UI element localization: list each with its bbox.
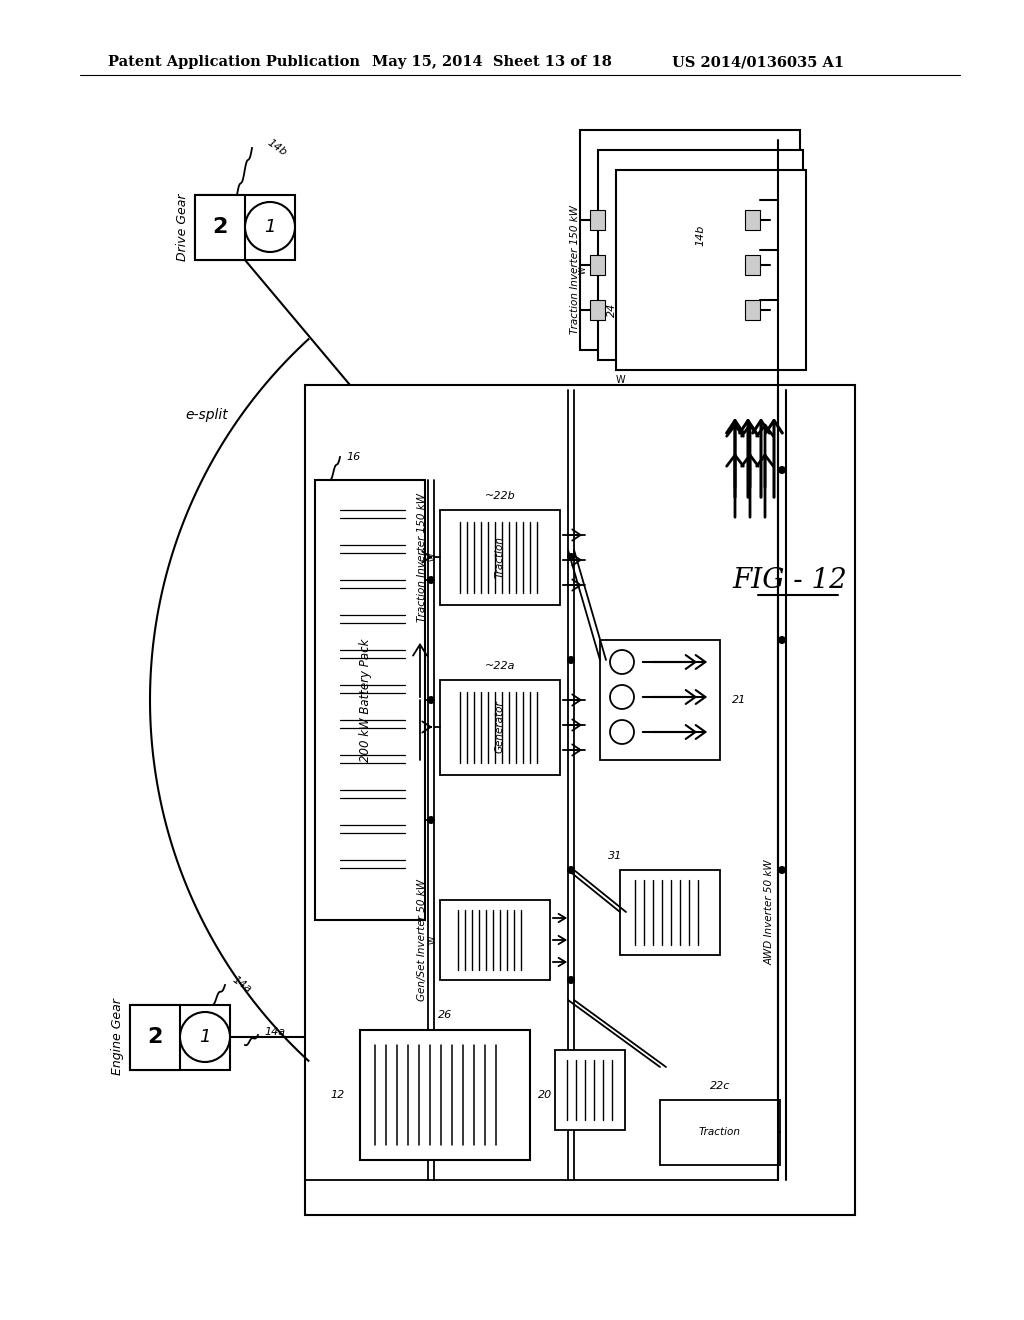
Circle shape — [427, 816, 435, 824]
Circle shape — [427, 696, 435, 704]
Text: 24: 24 — [607, 302, 617, 317]
Bar — [598, 150, 803, 360]
Text: Gen/Set Inverter 50 kW: Gen/Set Inverter 50 kW — [417, 879, 427, 1001]
Bar — [600, 640, 720, 760]
Text: 14b: 14b — [695, 224, 705, 246]
Text: ~22b: ~22b — [484, 491, 515, 502]
Text: Drive Gear: Drive Gear — [175, 193, 188, 261]
Text: 1: 1 — [200, 1028, 211, 1045]
Circle shape — [610, 685, 634, 709]
Bar — [315, 480, 425, 920]
Circle shape — [180, 1012, 230, 1063]
Bar — [440, 510, 560, 605]
Text: Traction: Traction — [699, 1127, 741, 1137]
Bar — [130, 1005, 180, 1071]
Bar — [616, 170, 806, 370]
Text: 200 kW Battery Pack: 200 kW Battery Pack — [358, 639, 372, 762]
Text: Traction: Traction — [495, 536, 505, 578]
Bar — [745, 300, 760, 319]
Text: 2: 2 — [212, 216, 227, 238]
Bar — [745, 210, 760, 230]
Text: Traction Inverter 150 kW: Traction Inverter 150 kW — [417, 492, 427, 622]
Text: 16: 16 — [346, 451, 360, 462]
Text: Traction Inverter 150 kW: Traction Inverter 150 kW — [570, 206, 580, 334]
Bar — [195, 195, 245, 260]
Circle shape — [778, 636, 786, 644]
Text: 12: 12 — [331, 1090, 345, 1100]
Text: May 15, 2014  Sheet 13 of 18: May 15, 2014 Sheet 13 of 18 — [372, 55, 612, 69]
Text: 31: 31 — [608, 851, 623, 861]
Circle shape — [245, 202, 295, 252]
Bar — [660, 1100, 780, 1166]
Text: US 2014/0136035 A1: US 2014/0136035 A1 — [672, 55, 844, 69]
Circle shape — [567, 553, 575, 561]
Text: 2: 2 — [147, 1027, 163, 1047]
Text: Patent Application Publication: Patent Application Publication — [108, 55, 360, 69]
Text: 22c: 22c — [710, 1081, 730, 1092]
Circle shape — [427, 576, 435, 583]
Text: 14a: 14a — [230, 975, 253, 995]
Text: FIG - 12: FIG - 12 — [732, 566, 848, 594]
Text: 20: 20 — [538, 1090, 552, 1100]
Text: W: W — [428, 553, 437, 561]
Bar — [620, 870, 720, 954]
Text: AWD Inverter 50 kW: AWD Inverter 50 kW — [765, 859, 775, 965]
Text: ~22a: ~22a — [484, 661, 515, 671]
Text: W: W — [579, 267, 588, 273]
Text: Engine Gear: Engine Gear — [111, 998, 124, 1076]
Bar — [305, 385, 855, 1214]
Text: 14a: 14a — [264, 1027, 285, 1038]
Text: e-split: e-split — [185, 408, 227, 422]
Bar — [130, 1005, 230, 1071]
Bar — [440, 680, 560, 775]
Text: W: W — [615, 375, 625, 385]
Bar — [440, 900, 550, 979]
Text: W: W — [428, 936, 437, 944]
Circle shape — [778, 866, 786, 874]
Bar — [590, 300, 605, 319]
Text: 21: 21 — [732, 696, 746, 705]
Bar — [745, 255, 760, 275]
Text: Generator: Generator — [495, 701, 505, 754]
Bar — [195, 195, 295, 260]
Text: 1: 1 — [264, 218, 275, 236]
Circle shape — [567, 866, 575, 874]
Bar — [590, 210, 605, 230]
Circle shape — [610, 719, 634, 744]
Circle shape — [567, 975, 575, 983]
Bar — [555, 1049, 625, 1130]
Text: 14b: 14b — [265, 137, 288, 158]
Bar — [580, 129, 800, 350]
Text: 26: 26 — [438, 1010, 453, 1020]
Circle shape — [778, 466, 786, 474]
Bar — [590, 255, 605, 275]
Circle shape — [610, 649, 634, 675]
Bar — [360, 1030, 530, 1160]
Circle shape — [567, 656, 575, 664]
